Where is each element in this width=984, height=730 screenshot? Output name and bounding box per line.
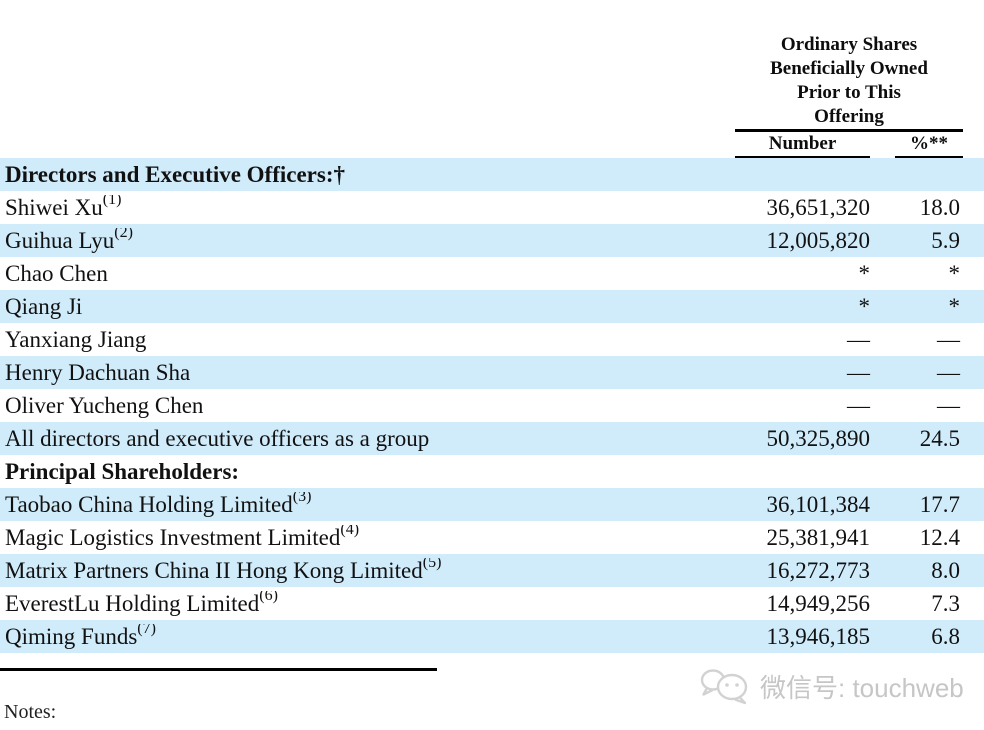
wechat-icon [700, 666, 750, 706]
shares-number: — [847, 326, 870, 352]
shares-number: 50,325,890 [766, 425, 871, 451]
shares-number: 16,272,773 [766, 557, 871, 583]
number-column-header: Number [768, 133, 837, 154]
percent-value: 6.8 [931, 623, 960, 649]
table-row: Qiming Funds(7) 13,946,185 6.8 [0, 620, 984, 653]
table-row: All directors and executive officers as … [0, 422, 984, 455]
group-header-line: Beneficially Owned [770, 58, 928, 79]
footnote-reference: (5) [422, 557, 442, 571]
shares-number: 36,651,320 [766, 194, 871, 220]
table-row: EverestLu Holding Limited(6) 14,949,256 … [0, 587, 984, 620]
shareholder-table: Directors and Executive Officers:† Shiwe… [0, 158, 984, 653]
group-header-line: Offering [814, 106, 884, 127]
number-column-rule [735, 156, 870, 159]
column-group-header: Ordinary Shares Beneficially Owned Prior… [733, 33, 965, 129]
footnote-reference: (6) [259, 590, 278, 604]
table-row: Henry Dachuan Sha — — [0, 356, 984, 389]
footnote-reference: (7) [137, 623, 156, 637]
shareholder-name: EverestLu Holding Limited(6) [0, 591, 705, 617]
shares-number: 13,946,185 [766, 623, 871, 649]
footnote-reference: (2) [114, 227, 133, 241]
table-row: Principal Shareholders: [0, 455, 984, 488]
shareholder-name: Yanxiang Jiang [5, 326, 147, 352]
table-row: Matrix Partners China II Hong Kong Limit… [0, 554, 984, 587]
shareholder-name: Matrix Partners China II Hong Kong Limit… [0, 558, 705, 584]
shareholder-name: Qiming Funds(7) [0, 624, 705, 650]
shareholder-name: Oliver Yucheng Chen [5, 392, 204, 418]
footnote-reference: (4) [340, 524, 360, 538]
table-row: Qiang Ji * * [0, 290, 984, 323]
shareholder-name: Qiang Ji [5, 293, 83, 319]
percent-value: 12.4 [919, 524, 960, 550]
table-row: Yanxiang Jiang — — [0, 323, 984, 356]
shareholder-name: Guihua Lyu(2) [0, 228, 705, 254]
shares-number: — [847, 359, 870, 385]
shares-number: 14,949,256 [766, 590, 871, 616]
table-row: Shiwei Xu(1) 36,651,320 18.0 [0, 191, 984, 224]
percent-value: * [948, 293, 961, 319]
shareholder-name: Directors and Executive Officers:† [5, 161, 346, 187]
shares-number: — [847, 392, 870, 418]
percent-value: 7.3 [931, 590, 960, 616]
table-row: Directors and Executive Officers:† [0, 158, 984, 191]
percent-value: 24.5 [919, 425, 960, 451]
table-row: Magic Logistics Investment Limited(4) 25… [0, 521, 984, 554]
shareholder-name: Henry Dachuan Sha [5, 359, 191, 385]
watermark-text: 微信号: touchweb [760, 672, 964, 703]
percent-column-rule [895, 156, 963, 159]
shareholder-name: Shiwei Xu(1) [0, 195, 705, 221]
shares-number: 12,005,820 [766, 227, 871, 253]
shares-number: 25,381,941 [766, 524, 871, 550]
table-row: Oliver Yucheng Chen — — [0, 389, 984, 422]
shares-number: * [858, 293, 871, 319]
group-header-line: Ordinary Shares [780, 34, 918, 55]
shares-number: * [858, 260, 871, 286]
table-row: Guihua Lyu(2) 12,005,820 5.9 [0, 224, 984, 257]
percent-value: 8.0 [931, 557, 960, 583]
header-rule [735, 129, 963, 132]
notes-label: Notes: [4, 701, 57, 723]
notes-rule [0, 668, 437, 671]
shareholder-name: Taobao China Holding Limited(3) [0, 492, 705, 518]
footnote-reference: (3) [292, 491, 312, 505]
percent-value: 18.0 [919, 194, 960, 220]
shareholder-name: Magic Logistics Investment Limited(4) [0, 525, 705, 551]
percent-value: 5.9 [931, 227, 960, 253]
percent-value: * [948, 260, 961, 286]
shareholder-name: All directors and executive officers as … [5, 425, 430, 451]
percent-value: — [937, 326, 960, 352]
table-row: Taobao China Holding Limited(3) 36,101,3… [0, 488, 984, 521]
shares-number: 36,101,384 [766, 491, 871, 517]
percent-value: — [937, 359, 960, 385]
table-row: Chao Chen * * [0, 257, 984, 290]
footnote-reference: (1) [102, 194, 122, 208]
percent-value: — [937, 392, 960, 418]
watermark: 微信号: touchweb [700, 666, 964, 706]
percent-value: 17.7 [919, 491, 960, 517]
shareholder-name: Chao Chen [5, 260, 108, 286]
percent-column-header: %** [910, 133, 948, 154]
group-header-line: Prior to This [797, 82, 901, 103]
shareholder-name: Principal Shareholders: [5, 458, 240, 484]
